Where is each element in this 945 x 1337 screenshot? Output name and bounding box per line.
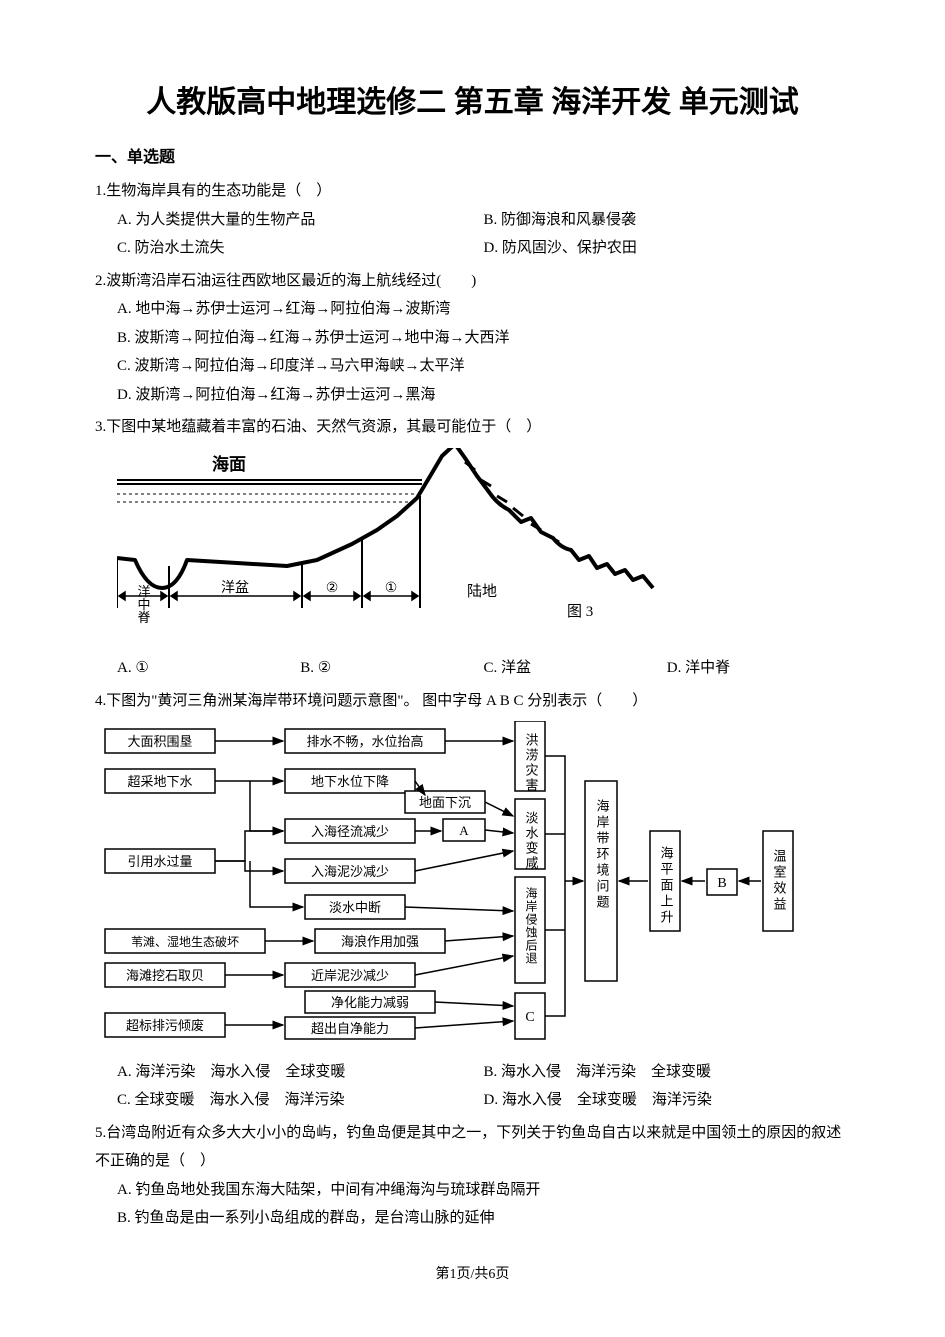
svg-text:淡水变咸: 淡水变咸 — [524, 811, 539, 871]
svg-text:净化能力减弱: 净化能力减弱 — [331, 995, 409, 1010]
q2-stem: 2.波斯湾沿岸石油运往西欧地区最近的海上航线经过( ) — [95, 267, 850, 296]
q3-stem: 3.下图中某地蕴藏着丰富的石油、天然气资源，其最可能位于（ ） — [95, 413, 850, 442]
q4-flowchart: 大面积围垦 超采地下水 引用水过量 苇滩、湿地生态破坏 海滩挖石取贝 超标排污倾… — [95, 721, 850, 1052]
question-3: 3.下图中某地蕴藏着丰富的石油、天然气资源，其最可能位于（ ） 海面 — [95, 413, 850, 683]
svg-text:海浪作用加强: 海浪作用加强 — [341, 934, 419, 949]
svg-text:海岸带环境问题: 海岸带环境问题 — [595, 799, 610, 911]
doc-title: 人教版高中地理选修二 第五章 海洋开发 单元测试 — [95, 80, 850, 125]
sea-label: 海面 — [212, 454, 246, 474]
q2-opt-b: B. 波斯湾→阿拉伯海→红海→苏伊士运河→地中海→大西洋 — [117, 324, 850, 353]
svg-text:海平面上升: 海平面上升 — [659, 846, 674, 926]
svg-text:地下水位下降: 地下水位下降 — [311, 774, 389, 789]
q5-opt-a: A. 钓鱼岛地处我国东海大陆架，中间有冲绳海沟与琉球群岛隔开 — [117, 1176, 850, 1205]
svg-text:超出自净能力: 超出自净能力 — [311, 1021, 389, 1036]
fc-mid-col: 排水不畅，水位抬高 地下水位下降 入海径流减少 入海泥沙减少 淡水中断 海浪作用… — [285, 729, 445, 1039]
question-2: 2.波斯湾沿岸石油运往西欧地区最近的海上航线经过( ) A. 地中海→苏伊士运河… — [95, 267, 850, 410]
svg-text:C: C — [525, 1010, 534, 1025]
label-2: ② — [326, 581, 339, 596]
ocean-profile-svg: 海面 — [117, 448, 677, 638]
svg-text:近岸泥沙减少: 近岸泥沙减少 — [311, 968, 389, 983]
q1-opt-c: C. 防治水土流失 — [117, 234, 484, 263]
svg-text:温室效益: 温室效益 — [772, 849, 787, 913]
svg-text:入海径流减少: 入海径流减少 — [311, 824, 389, 839]
svg-text:A: A — [459, 823, 469, 838]
q4-opt-d: D. 海水入侵 全球变暖 海洋污染 — [484, 1086, 851, 1115]
svg-text:排水不畅，水位抬高: 排水不畅，水位抬高 — [306, 734, 423, 749]
svg-text:B: B — [717, 876, 726, 891]
q3-figure: 海面 — [117, 448, 850, 649]
q4-opt-a: A. 海洋污染 海水入侵 全球变暖 — [117, 1058, 484, 1087]
svg-text:大面积围垦: 大面积围垦 — [127, 734, 192, 749]
q3-opt-b: B. ② — [300, 654, 483, 683]
q1-opt-b: B. 防御海浪和风暴侵袭 — [484, 206, 851, 235]
svg-text:地面下沉: 地面下沉 — [419, 795, 471, 810]
label-basin: 洋盆 — [221, 580, 249, 596]
label-ridge: 洋中脊 — [136, 584, 151, 623]
page: 人教版高中地理选修二 第五章 海洋开发 单元测试 一、单选题 1.生物海岸具有的… — [0, 0, 945, 1323]
page-footer: 第1页/共6页 — [95, 1263, 850, 1283]
q4-options: A. 海洋污染 海水入侵 全球变暖 B. 海水入侵 海洋污染 全球变暖 C. 全… — [117, 1058, 850, 1115]
q4-opt-c: C. 全球变暖 海水入侵 海洋污染 — [117, 1086, 484, 1115]
section-header: 一、单选题 — [95, 143, 850, 167]
q3-opt-a: A. ① — [117, 654, 300, 683]
svg-text:超标排污倾废: 超标排污倾废 — [126, 1018, 204, 1033]
q1-opt-d: D. 防风固沙、保护农田 — [484, 234, 851, 263]
svg-text:淡水中断: 淡水中断 — [329, 900, 381, 915]
question-1: 1.生物海岸具有的生态功能是（ ） A. 为人类提供大量的生物产品 B. 防御海… — [95, 177, 850, 263]
q2-opt-d: D. 波斯湾→阿拉伯海→红海→苏伊士运河→黑海 — [117, 381, 850, 410]
fig-caption: 图 3 — [567, 603, 593, 620]
q4-opt-b: B. 海水入侵 海洋污染 全球变暖 — [484, 1058, 851, 1087]
q1-opt-a: A. 为人类提供大量的生物产品 — [117, 206, 484, 235]
q2-opt-c: C. 波斯湾→阿拉伯海→印度洋→马六甲海峡→太平洋 — [117, 352, 850, 381]
svg-text:海滩挖石取贝: 海滩挖石取贝 — [126, 968, 204, 983]
svg-text:海岸侵蚀后退: 海岸侵蚀后退 — [524, 886, 538, 965]
fc-right-vcol: 洪涝灾害 淡水变咸 海岸侵蚀后退 C — [515, 721, 545, 1039]
label-land: 陆地 — [467, 583, 497, 600]
q3-opt-c: C. 洋盆 — [484, 654, 667, 683]
question-4: 4.下图为"黄河三角洲某海岸带环境问题示意图"。 图中字母 A B C 分别表示… — [95, 687, 850, 1115]
svg-text:超采地下水: 超采地下水 — [127, 774, 192, 789]
q5-opt-b: B. 钓鱼岛是由一系列小岛组成的群岛，是台湾山脉的延伸 — [117, 1204, 850, 1233]
svg-text:引用水过量: 引用水过量 — [127, 854, 192, 869]
svg-text:入海泥沙减少: 入海泥沙减少 — [311, 864, 389, 879]
q3-opt-d: D. 洋中脊 — [667, 654, 850, 683]
q4-stem: 4.下图为"黄河三角洲某海岸带环境问题示意图"。 图中字母 A B C 分别表示… — [95, 687, 850, 716]
flowchart-svg: 大面积围垦 超采地下水 引用水过量 苇滩、湿地生态破坏 海滩挖石取贝 超标排污倾… — [95, 721, 835, 1041]
q3-options: A. ① B. ② C. 洋盆 D. 洋中脊 — [117, 654, 850, 683]
q1-stem: 1.生物海岸具有的生态功能是（ ） — [95, 177, 850, 206]
question-5: 5.台湾岛附近有众多大大小小的岛屿，钓鱼岛便是其中之一，下列关于钓鱼岛自古以来就… — [95, 1119, 850, 1233]
fc-left-col: 大面积围垦 超采地下水 引用水过量 苇滩、湿地生态破坏 海滩挖石取贝 超标排污倾… — [105, 729, 265, 1037]
svg-text:洪涝灾害: 洪涝灾害 — [524, 733, 539, 793]
q5-stem: 5.台湾岛附近有众多大大小小的岛屿，钓鱼岛便是其中之一，下列关于钓鱼岛自古以来就… — [95, 1119, 850, 1176]
label-1: ① — [385, 581, 398, 596]
svg-text:苇滩、湿地生态破坏: 苇滩、湿地生态破坏 — [131, 934, 239, 949]
q1-options: A. 为人类提供大量的生物产品 B. 防御海浪和风暴侵袭 C. 防治水土流失 D… — [117, 206, 850, 263]
q2-opt-a: A. 地中海→苏伊士运河→红海→阿拉伯海→波斯湾 — [117, 295, 850, 324]
